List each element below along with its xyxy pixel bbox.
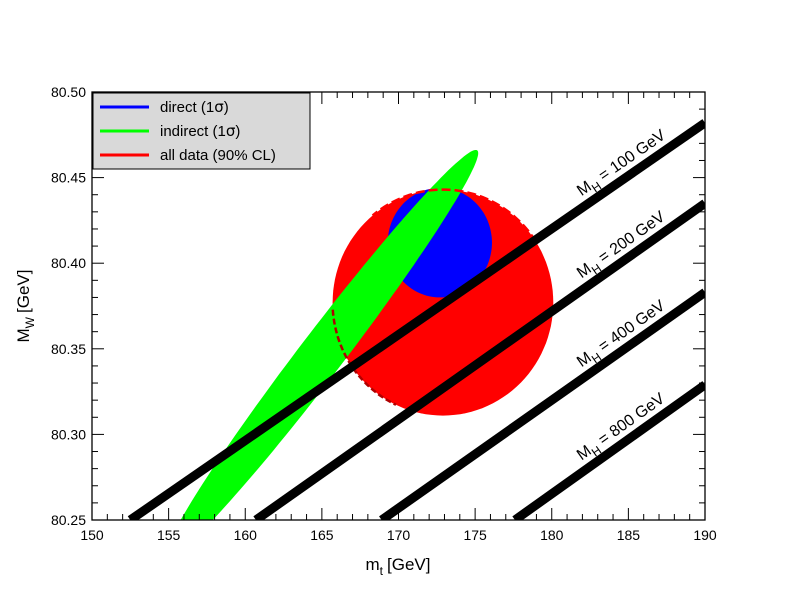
y-tick-label: 80.50 [51,84,86,100]
x-tick-label: 170 [387,527,411,543]
higgs-band-3 [512,381,705,520]
y-tick-label: 80.30 [51,426,86,442]
y-axis-title: MW[GeV] [14,270,37,343]
higgs-band-0 [127,119,705,520]
x-tick-label: 160 [234,527,258,543]
x-tick-label: 150 [80,527,104,543]
y-tick-label: 80.25 [51,512,86,528]
higgs-band-1 [253,199,705,520]
legend-label-all-data: all data (90% CL) [160,147,276,164]
contour-all-data-dashed-bottom [331,309,397,406]
higgs-band-2 [379,288,705,520]
x-tick-label: 185 [617,527,641,543]
x-tick-label: 180 [540,527,564,543]
x-axis-title: mt [GeV] [366,555,431,578]
x-tick-label: 155 [157,527,181,543]
y-tick-label: 80.35 [51,341,86,357]
contour-indirect [180,150,479,520]
y-tick-label: 80.40 [51,255,86,271]
x-tick-label: 175 [463,527,487,543]
legend-label-indirect: indirect (1σ) [160,122,240,140]
contour-all-data-dashed-top [371,188,538,243]
legend: direct (1σ) indirect (1σ) all data (90% … [92,92,311,170]
x-tick-label: 190 [693,527,717,543]
legend-label-direct: direct (1σ) [160,98,229,116]
y-tick-label: 80.45 [51,170,86,186]
x-tick-label: 165 [310,527,334,543]
